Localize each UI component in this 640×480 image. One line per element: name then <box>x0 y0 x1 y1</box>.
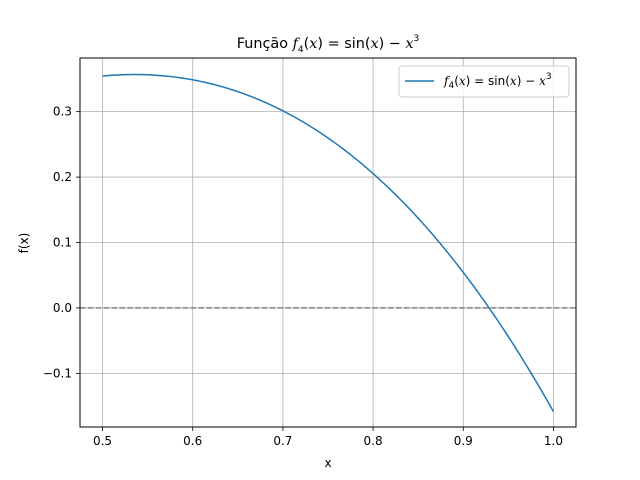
legend-box <box>398 65 570 98</box>
series-line-f4 <box>102 73 555 413</box>
x-tick-label: 0.9 <box>454 434 473 448</box>
y-tick-label: 0.3 <box>53 105 72 119</box>
series-lines <box>102 73 555 413</box>
x-tick-label: 0.6 <box>183 434 202 448</box>
y-tick-label: 0.0 <box>53 301 72 315</box>
x-tick-label: 1.0 <box>544 434 563 448</box>
x-axis-ticks: 0.5 0.6 0.7 0.8 0.9 1.0 <box>93 427 563 448</box>
x-tick-label: 0.5 <box>93 434 112 448</box>
x-axis-label: x <box>324 456 331 470</box>
legend: f4(x) = sin(x) − x3 <box>398 65 570 98</box>
y-axis-ticks: −0.1 0.0 0.1 0.2 0.3 <box>43 105 80 380</box>
x-tick-label: 0.8 <box>364 434 383 448</box>
y-tick-label: 0.2 <box>53 170 72 184</box>
y-tick-label: 0.1 <box>53 236 72 250</box>
chart-title: Função f4(x) = sin(x) − x3 <box>237 34 420 55</box>
y-axis-label: f(x) <box>17 233 31 254</box>
legend-entry-label: f4(x) = sin(x) − x3 <box>443 72 552 91</box>
x-tick-label: 0.7 <box>273 434 292 448</box>
y-tick-label: −0.1 <box>43 366 72 380</box>
